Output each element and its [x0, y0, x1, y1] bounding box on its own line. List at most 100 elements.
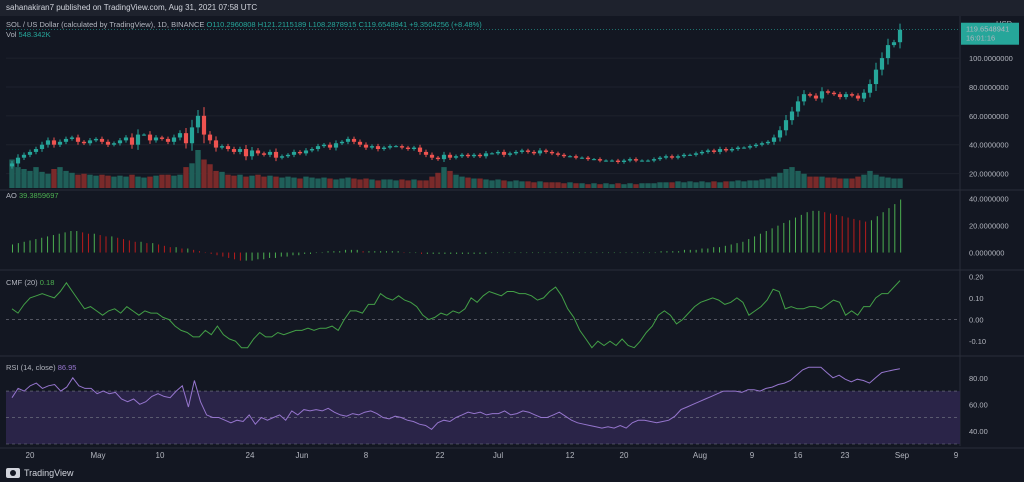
- volume-bar: [759, 179, 765, 188]
- ao-bar: [374, 251, 376, 253]
- ohlc-change: +9.3504256 (+8.48%): [409, 20, 482, 29]
- candle: [507, 153, 513, 155]
- ao-bar: [175, 247, 177, 253]
- candle: [531, 151, 537, 154]
- ao-bar: [123, 239, 125, 253]
- ao-bar: [900, 199, 902, 253]
- ao-bar: [882, 212, 884, 253]
- volume-bar: [495, 179, 501, 188]
- price-axis-area[interactable]: [960, 16, 1024, 460]
- ao-bar: [613, 252, 615, 254]
- price-tick-label: 100.0000000: [969, 54, 1013, 63]
- candle: [315, 146, 321, 150]
- ao-bar: [321, 252, 323, 254]
- candle: [75, 137, 81, 142]
- ao-bar: [695, 249, 697, 253]
- volume-bar: [321, 177, 327, 188]
- ao-bar: [438, 252, 440, 254]
- volume-bar: [471, 178, 477, 188]
- volume-bar: [843, 178, 849, 188]
- ao-bar: [274, 252, 276, 258]
- last-price-badge[interactable]: [961, 22, 1019, 45]
- volume-bar: [777, 172, 783, 188]
- candle: [273, 151, 279, 158]
- ao-bar: [754, 236, 756, 253]
- volume-bar: [195, 150, 201, 188]
- ao-bar: [590, 252, 592, 254]
- ao-bar: [730, 244, 732, 253]
- tradingview-logo[interactable]: TradingView: [6, 468, 74, 478]
- time-tick-label: May: [90, 451, 105, 460]
- candle: [561, 154, 567, 157]
- ao-bar: [409, 252, 411, 254]
- volume-bar: [45, 173, 51, 188]
- volume-bar: [435, 172, 441, 188]
- volume-bar: [651, 183, 657, 188]
- volume-bar: [147, 176, 153, 188]
- chart-area[interactable]: 100.0000000 80.0000000 60.0000000 40.000000…: [0, 16, 1024, 460]
- rsi-tick-label: 80.00: [969, 374, 988, 383]
- ao-bar: [12, 244, 13, 253]
- ao-bar: [47, 236, 49, 253]
- volume-bar: [117, 175, 123, 188]
- volume-value: 548.342K: [18, 30, 51, 39]
- ao-bar: [368, 251, 370, 253]
- candle: [399, 146, 405, 148]
- volume-bar: [591, 183, 597, 188]
- ao-bar: [485, 252, 487, 254]
- ao-bar: [134, 241, 136, 253]
- candle: [477, 154, 483, 157]
- ao-bar: [64, 232, 66, 253]
- candle: [465, 154, 471, 157]
- candle: [891, 42, 897, 46]
- ao-tick-label: 20.0000000: [969, 222, 1009, 231]
- ao-bar: [765, 231, 767, 253]
- volume-bar: [429, 176, 435, 188]
- volume-bar: [165, 174, 171, 188]
- ao-bar: [473, 252, 475, 254]
- chart-canvas[interactable]: 100.000000080.000000060.000000040.000000…: [0, 16, 1024, 460]
- candle: [483, 153, 489, 157]
- volume-bar: [375, 180, 381, 188]
- candle: [369, 146, 375, 148]
- ao-bar: [93, 233, 95, 253]
- ohlc-close: C119.6548941: [358, 20, 408, 29]
- ao-bar: [841, 216, 843, 253]
- volume-bar: [225, 174, 231, 188]
- ao-bar: [824, 212, 826, 253]
- candle: [285, 154, 291, 157]
- candle: [873, 69, 879, 85]
- volume-bar: [279, 177, 285, 188]
- candle: [687, 154, 693, 156]
- ao-bar: [23, 241, 25, 253]
- ao-bar: [643, 252, 645, 254]
- ao-bar: [257, 252, 259, 260]
- time-tick-label: 24: [246, 451, 255, 460]
- ao-bar: [245, 252, 247, 261]
- candle: [669, 156, 675, 158]
- volume-bar: [879, 176, 885, 188]
- volume-bar: [489, 180, 495, 188]
- volume-bar: [699, 181, 705, 188]
- volume-bar: [675, 181, 681, 188]
- brand-name: TradingView: [24, 468, 74, 478]
- volume-bar: [855, 176, 861, 188]
- candle: [375, 146, 381, 150]
- volume-bar: [177, 174, 183, 188]
- volume-bar: [501, 180, 507, 188]
- candle: [351, 138, 357, 142]
- candle: [249, 150, 255, 157]
- volume-bar: [711, 181, 717, 188]
- ao-bar: [672, 251, 674, 253]
- candle: [195, 115, 201, 128]
- candle: [813, 95, 819, 99]
- ao-bar: [181, 248, 183, 253]
- ao-bar: [678, 251, 680, 253]
- candle: [51, 140, 57, 145]
- ao-bar: [859, 220, 861, 253]
- candle: [693, 153, 699, 155]
- volume-bar: [51, 169, 57, 188]
- volume-bar: [615, 183, 621, 188]
- volume-bar: [609, 184, 615, 188]
- ao-bar: [304, 252, 306, 254]
